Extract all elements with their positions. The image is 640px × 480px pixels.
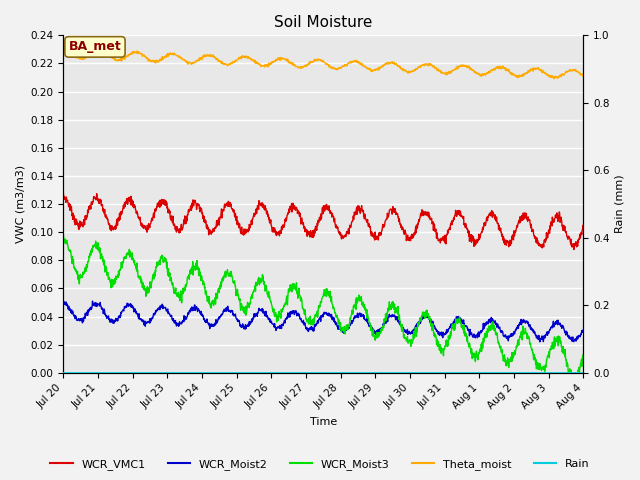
Title: Soil Moisture: Soil Moisture [274, 15, 372, 30]
X-axis label: Time: Time [310, 417, 337, 427]
Text: BA_met: BA_met [68, 40, 122, 53]
Y-axis label: Rain (mm): Rain (mm) [615, 175, 625, 233]
Legend: WCR_VMC1, WCR_Moist2, WCR_Moist3, Theta_moist, Rain: WCR_VMC1, WCR_Moist2, WCR_Moist3, Theta_… [46, 455, 594, 474]
Y-axis label: VWC (m3/m3): VWC (m3/m3) [15, 165, 25, 243]
